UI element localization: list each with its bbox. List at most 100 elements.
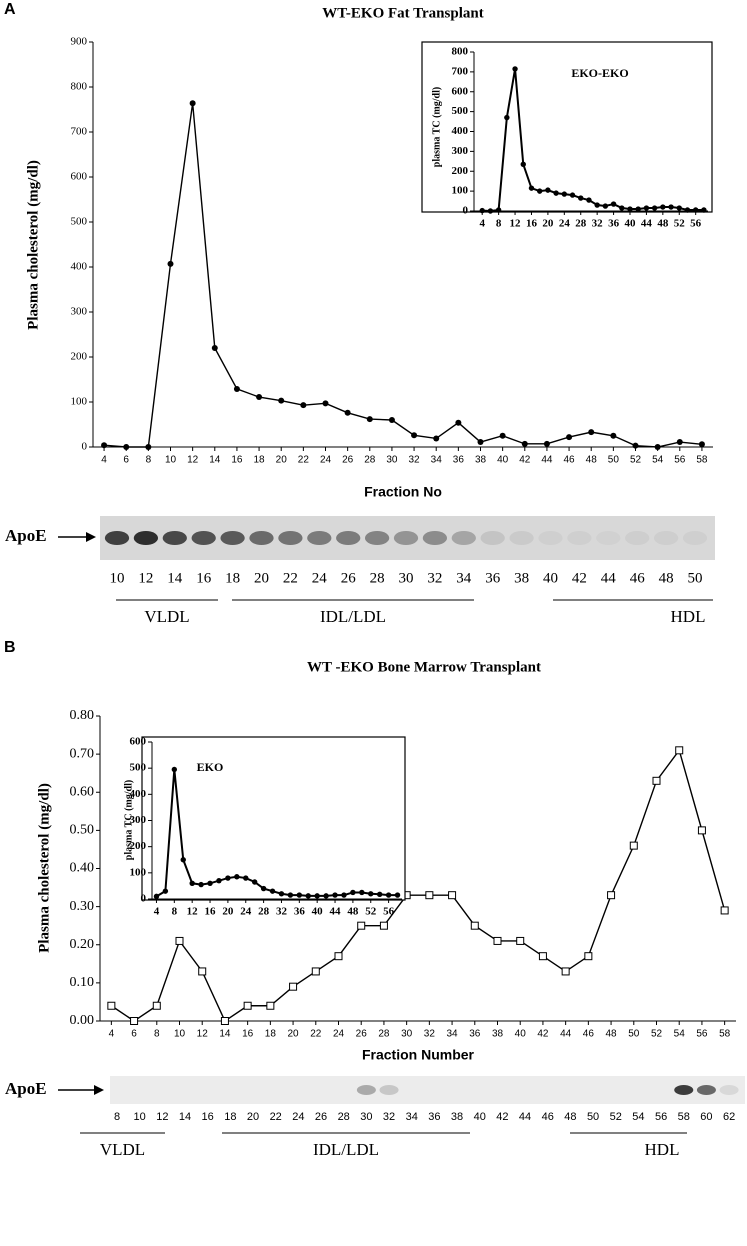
x-tick-label: 50 xyxy=(608,455,620,466)
y-tick-label: 0.70 xyxy=(70,746,95,761)
lane-label: 16 xyxy=(196,570,212,586)
x-tick-label: 12 xyxy=(510,218,522,230)
data-point xyxy=(553,190,559,196)
x-tick-label: 14 xyxy=(209,455,221,466)
x-tick-label: 6 xyxy=(123,455,129,466)
data-point xyxy=(627,206,633,212)
x-tick-label: 8 xyxy=(172,906,178,918)
data-point xyxy=(278,397,285,404)
data-point xyxy=(701,207,707,213)
x-tick-label: 36 xyxy=(453,455,465,466)
data-point xyxy=(455,419,462,426)
y-tick-label: 0.60 xyxy=(70,784,95,799)
y-tick-label: 0.00 xyxy=(70,1013,95,1028)
y-tick-label: 100 xyxy=(130,866,147,878)
blot-band xyxy=(682,531,708,545)
arrow-head xyxy=(94,1085,104,1095)
x-tick-label: 56 xyxy=(383,906,395,918)
data-point xyxy=(162,888,169,894)
y-tick-label: 600 xyxy=(452,85,469,97)
lane-label: 20 xyxy=(254,570,269,586)
fraction-label: IDL/LDL xyxy=(320,607,386,626)
data-point xyxy=(676,439,683,446)
x-tick-label: 32 xyxy=(592,218,604,230)
x-tick-label: 12 xyxy=(187,455,199,466)
x-tick-label: 8 xyxy=(154,1029,160,1040)
y-tick-label: 600 xyxy=(71,171,88,183)
blot-band xyxy=(356,1085,376,1095)
x-tick-label: 4 xyxy=(109,1029,115,1040)
x-tick-label: 14 xyxy=(219,1029,231,1040)
data-point xyxy=(198,881,204,888)
data-point xyxy=(334,952,343,961)
y-tick-label: 700 xyxy=(71,126,88,138)
data-point xyxy=(379,921,388,930)
fraction-label: VLDL xyxy=(100,1140,145,1159)
x-tick-label: 24 xyxy=(333,1029,345,1040)
x-tick-label: 20 xyxy=(222,906,234,918)
x-tick-label: 54 xyxy=(674,1029,686,1040)
lane-label: 42 xyxy=(572,570,587,586)
lane-label: 26 xyxy=(315,1111,327,1123)
lane-label: 44 xyxy=(601,570,617,586)
data-point xyxy=(123,444,130,450)
x-tick-label: 56 xyxy=(690,218,702,230)
data-point xyxy=(243,875,249,881)
lane-label: 22 xyxy=(283,570,298,586)
data-point xyxy=(130,1017,139,1025)
blot-band xyxy=(422,531,448,545)
data-point xyxy=(376,891,383,897)
x-tick-label: 36 xyxy=(608,218,620,230)
data-point xyxy=(470,921,479,930)
y-tick-label: 200 xyxy=(130,840,147,852)
data-point xyxy=(632,442,639,449)
data-point xyxy=(543,440,550,447)
data-point xyxy=(668,204,674,210)
lane-label: 38 xyxy=(514,570,529,586)
y-tick-label: 400 xyxy=(130,788,147,800)
data-point xyxy=(477,439,484,446)
blot-band xyxy=(104,531,130,545)
x-tick-label: 40 xyxy=(312,906,324,918)
blot-band xyxy=(249,531,274,545)
data-point xyxy=(516,936,525,945)
x-tick-label: 16 xyxy=(242,1029,254,1040)
x-tick-label: 56 xyxy=(696,1029,708,1040)
lane-label: 28 xyxy=(370,570,385,586)
blot-band xyxy=(220,531,245,545)
data-point xyxy=(528,185,535,191)
x-tick-label: 38 xyxy=(475,455,487,466)
x-tick-label: 52 xyxy=(365,906,377,918)
lane-label: 42 xyxy=(496,1111,508,1123)
data-point xyxy=(220,1017,229,1025)
y-tick-label: 800 xyxy=(71,81,88,93)
lane-label: 30 xyxy=(360,1111,372,1123)
lane-label: 22 xyxy=(270,1111,282,1123)
x-tick-label: 54 xyxy=(652,455,664,466)
blot-band xyxy=(278,531,303,545)
x-tick-label: 18 xyxy=(265,1029,277,1040)
data-point xyxy=(243,1001,252,1010)
lane-label: 12 xyxy=(138,570,153,586)
panel-label: B xyxy=(4,639,16,656)
lane-label: 60 xyxy=(700,1111,712,1123)
x-tick-label: 42 xyxy=(519,455,531,466)
x-tick-label: 52 xyxy=(630,455,642,466)
x-tick-label: 42 xyxy=(537,1029,549,1040)
lane-label: 10 xyxy=(134,1111,146,1123)
x-tick-label: 44 xyxy=(541,455,553,466)
x-tick-label: 12 xyxy=(187,906,199,918)
y-tick-label: 600 xyxy=(130,736,147,748)
x-tick-label: 10 xyxy=(174,1029,186,1040)
annotation: EKO-EKO xyxy=(571,66,628,80)
data-point xyxy=(619,205,625,211)
lane-label: 32 xyxy=(383,1111,395,1123)
data-point xyxy=(566,434,573,441)
data-point xyxy=(171,766,178,773)
lane-label: 14 xyxy=(179,1111,191,1123)
lane-label: 40 xyxy=(474,1111,486,1123)
y-axis-label: plasma TC (mg/dl) xyxy=(431,87,442,167)
x-tick-label: 48 xyxy=(657,218,669,230)
data-point xyxy=(153,893,160,900)
data-point xyxy=(698,441,705,448)
